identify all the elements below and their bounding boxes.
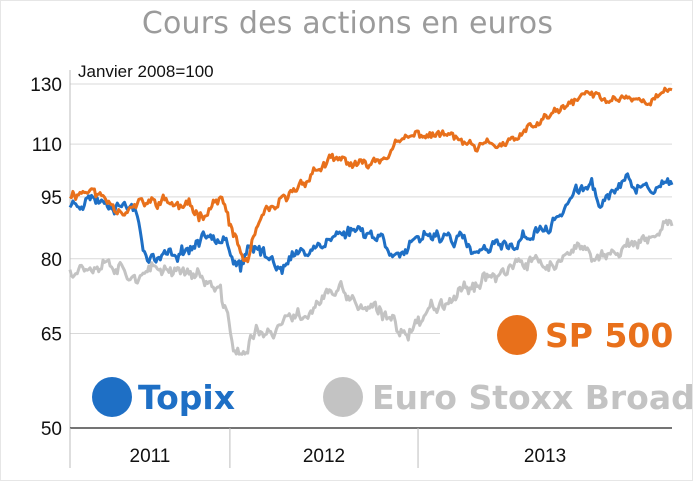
y-tick-label-50: 50 [41, 419, 62, 440]
y-tick-label-110: 110 [32, 135, 62, 156]
series-line-euro-stoxx-broad [68, 218, 674, 356]
legend-label-sp-500: SP 500 [545, 316, 673, 355]
legend-marker-sp-500 [497, 315, 537, 355]
axes: 130 110 95 80 65 50 2011 2012 2013 [30, 70, 672, 468]
y-tick-label-95: 95 [41, 188, 62, 209]
legend: SP 500 Topix Euro Stoxx Broad [92, 315, 695, 417]
series-lines [68, 86, 674, 356]
series-line-sp-500 [68, 86, 673, 264]
y-tick-label-130: 130 [30, 75, 62, 96]
legend-label-euro-stoxx-broad: Euro Stoxx Broad [372, 378, 695, 417]
legend-marker-topix [92, 377, 132, 417]
base-annotation: Janvier 2008=100 [78, 62, 214, 81]
legend-label-topix: Topix [138, 378, 235, 417]
series-line-topix [68, 172, 674, 275]
grid-lines [70, 83, 672, 335]
x-tick-label-2013: 2013 [524, 446, 566, 467]
legend-marker-euro-stoxx-broad [323, 377, 363, 417]
chart-title: Cours des actions en euros [141, 6, 554, 41]
y-tick-label-65: 65 [41, 325, 62, 346]
x-tick-label-2012: 2012 [303, 446, 345, 467]
y-tick-label-80: 80 [41, 250, 62, 271]
x-tick-label-2011: 2011 [130, 446, 171, 467]
